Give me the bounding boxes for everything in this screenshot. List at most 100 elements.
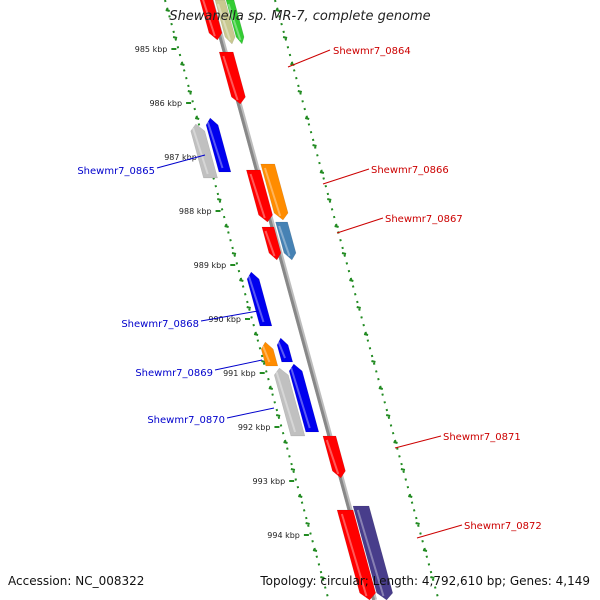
gene-0864 xyxy=(218,51,246,105)
tick-mark xyxy=(320,576,325,579)
tick-label: 986 kbp xyxy=(149,99,182,108)
gene-label: Shewmr7_0865 xyxy=(77,166,155,177)
gene-0871-body xyxy=(322,435,346,479)
gene-leader-line xyxy=(226,407,275,419)
gene-block-b-highlight xyxy=(217,3,231,41)
gene-0869-body xyxy=(276,337,294,363)
gene-0870-grey-body xyxy=(273,367,306,437)
gene-block-b xyxy=(214,0,236,45)
gene-leader-line xyxy=(322,168,370,185)
inner-dotted-guide xyxy=(164,0,330,600)
gene-red-lower-body xyxy=(261,226,282,261)
tick-mark xyxy=(194,117,200,120)
tick-mark xyxy=(400,468,406,471)
gene-0867-highlight xyxy=(278,225,291,257)
tick-mark xyxy=(297,90,303,93)
gene-0865-body xyxy=(205,117,232,173)
gene-0870-body xyxy=(288,363,320,433)
tick-label: 987 kbp xyxy=(164,153,197,162)
gene-leader-line xyxy=(394,435,442,449)
gene-0869-orange-body xyxy=(260,341,279,367)
gene-0865 xyxy=(205,117,232,173)
gene-0868-body xyxy=(246,271,273,327)
gene-block-a-highlight xyxy=(202,0,216,37)
gene-0865-grey-highlight xyxy=(192,127,209,175)
gene-label: Shewmr7_0871 xyxy=(443,432,521,443)
gene-block-c-body xyxy=(225,0,245,45)
gene-red-bottom-highlight xyxy=(340,513,368,597)
map-title: Shewanella sp. MR-7, complete genome xyxy=(169,9,431,24)
gene-block-b-body xyxy=(214,0,236,45)
gene-label: Shewmr7_0869 xyxy=(135,368,213,379)
accession-text: Accession: NC_008322 xyxy=(8,574,145,588)
gene-0870-grey-highlight xyxy=(275,371,297,433)
gene-leader-line xyxy=(156,154,206,169)
tick-mark xyxy=(187,90,193,93)
gene-block-c-highlight xyxy=(227,3,242,41)
gene-0869-orange-highlight xyxy=(261,345,271,363)
gene-red-bottom xyxy=(336,509,376,600)
gene-0866-body xyxy=(260,163,289,221)
gene-leader-line xyxy=(287,49,331,68)
gene-leader-line xyxy=(416,524,463,539)
gene-red-upper-highlight xyxy=(249,173,266,219)
tick-label: 992 kbp xyxy=(238,423,271,432)
tick-label: 991 kbp xyxy=(223,369,256,378)
tick-mark xyxy=(282,36,288,39)
gene-label: Shewmr7_0868 xyxy=(121,319,199,330)
gene-leader-line xyxy=(336,217,384,234)
tick-mark xyxy=(165,9,170,12)
tick-mark xyxy=(371,360,376,363)
tick-mark xyxy=(422,549,428,552)
gene-0872 xyxy=(352,505,393,600)
tick-mark xyxy=(180,63,185,66)
gene-red-upper-body xyxy=(246,169,273,223)
gene-label: Shewmr7_0864 xyxy=(333,46,411,57)
tick-mark xyxy=(246,306,251,309)
gene-0871-highlight xyxy=(325,439,340,475)
tick-mark xyxy=(239,279,244,282)
tick-mark xyxy=(393,441,398,444)
gene-0872-highlight xyxy=(356,509,385,597)
tick-mark xyxy=(275,414,281,417)
gene-0866-highlight xyxy=(263,167,282,217)
gene-0871 xyxy=(322,435,346,479)
tick-mark xyxy=(305,522,310,525)
tick-mark xyxy=(327,198,332,201)
gene-0867 xyxy=(275,221,297,261)
gene-0868 xyxy=(246,271,273,327)
tick-mark xyxy=(304,117,310,120)
tick-label: 985 kbp xyxy=(135,45,168,54)
tick-mark xyxy=(334,225,339,228)
tick-mark xyxy=(378,387,384,390)
tick-mark xyxy=(408,495,413,498)
tick-mark xyxy=(312,549,318,552)
gene-0869 xyxy=(276,337,294,363)
gene-0868-highlight xyxy=(247,275,265,323)
gene-0865-highlight xyxy=(206,121,224,169)
gene-0869-highlight xyxy=(277,341,286,359)
gene-0869-orange xyxy=(260,341,279,367)
gene-0867-body xyxy=(275,221,297,261)
tick-mark xyxy=(341,252,347,255)
gene-0864-body xyxy=(218,51,246,105)
gene-label: Shewmr7_0867 xyxy=(385,214,463,225)
gene-0870 xyxy=(288,363,320,433)
tick-mark xyxy=(231,252,237,255)
tick-label: 988 kbp xyxy=(179,207,212,216)
gene-red-bottom-body xyxy=(336,509,376,600)
tick-mark xyxy=(268,387,274,390)
tick-mark xyxy=(385,414,391,417)
gene-red-lower-highlight xyxy=(264,230,276,257)
gene-block-a xyxy=(199,0,223,41)
gene-label: Shewmr7_0870 xyxy=(147,415,225,426)
genome-summary-text: Topology: circular; Length: 4,792,610 bp… xyxy=(260,574,590,588)
gene-block-a-body xyxy=(199,0,223,41)
gene-0870-grey xyxy=(273,367,306,437)
gene-0865-grey-body xyxy=(190,123,218,179)
gene-label: Shewmr7_0866 xyxy=(371,165,449,176)
tick-mark xyxy=(298,495,303,498)
tick-label: 993 kbp xyxy=(253,477,286,486)
tick-mark xyxy=(312,144,317,147)
